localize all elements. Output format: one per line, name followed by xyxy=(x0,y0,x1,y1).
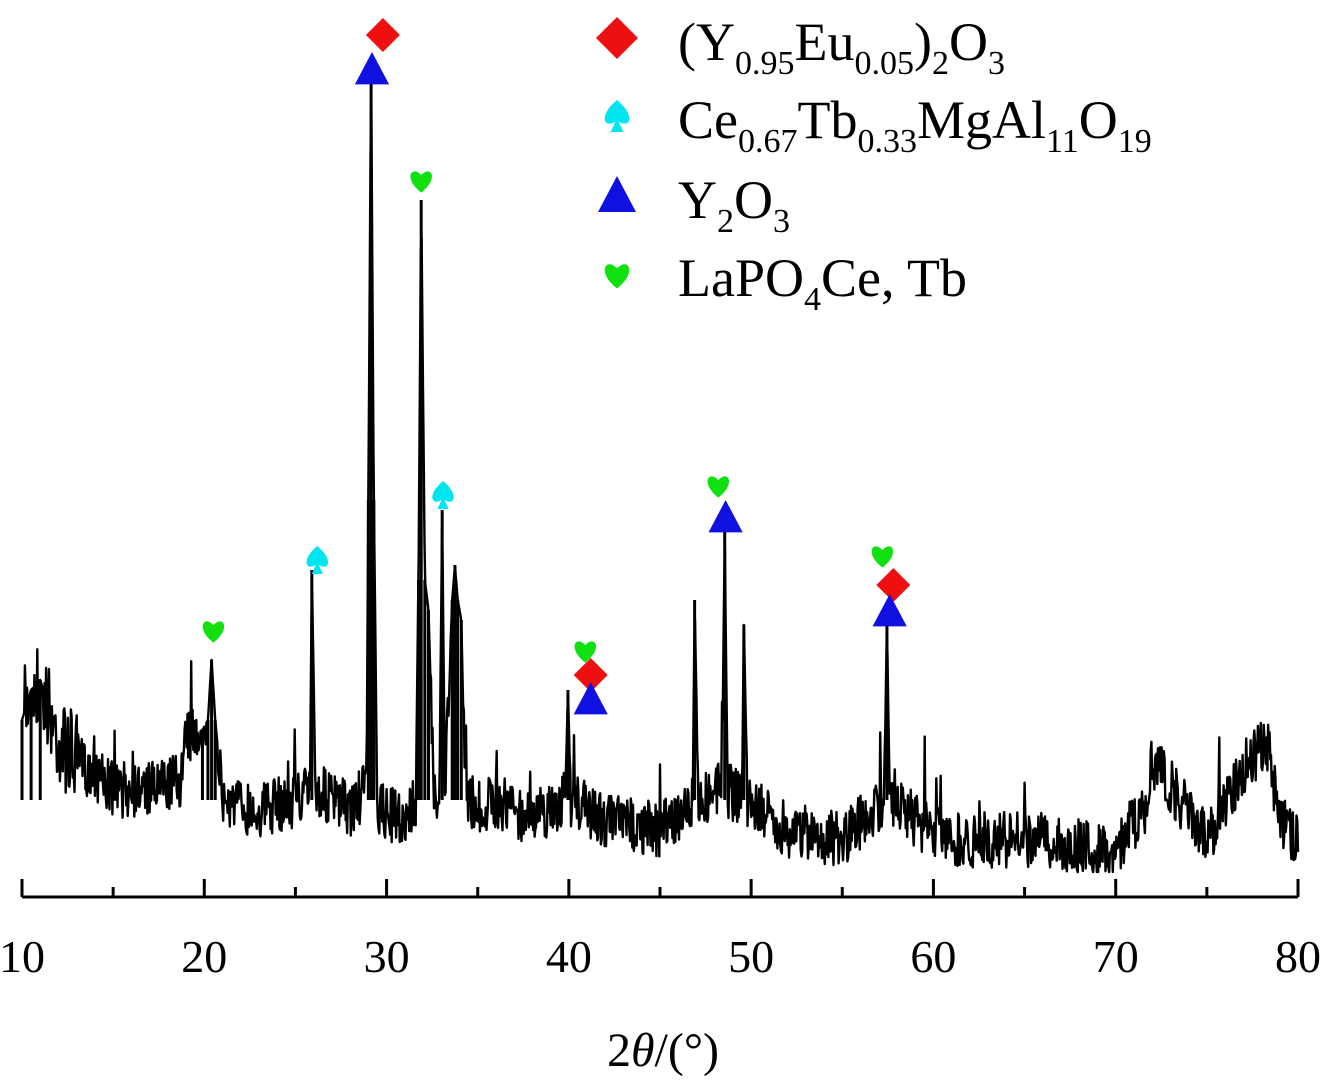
peak-marker-diamond xyxy=(573,658,608,692)
peak-marker-spade xyxy=(306,546,329,574)
legend-symbol-heart xyxy=(604,264,630,289)
legend-label-text: LaPO xyxy=(678,248,804,308)
legend-label-text: O xyxy=(734,170,773,230)
legend: (Y0.95Eu0.05)2O3Ce0.67Tb0.33MgAl11O19Y2O… xyxy=(596,12,1152,318)
peak-marker-heart xyxy=(707,476,730,498)
legend-label-text: MgAl xyxy=(917,90,1046,150)
x-axis: 10 20 30 40 50 60 70 80 xyxy=(0,879,1321,982)
legend-label-subscript: 11 xyxy=(1046,123,1079,160)
legend-label-text: Ce xyxy=(678,90,738,150)
x-tick-label: 80 xyxy=(1275,931,1321,982)
legend-label-text: Ce, Tb xyxy=(821,248,967,308)
peak-markers xyxy=(202,18,911,715)
peak-marker-triangle xyxy=(872,594,907,627)
legend-label-text: Eu xyxy=(794,12,854,72)
legend-label-subscript: 0.33 xyxy=(858,123,918,160)
x-tick-label: 30 xyxy=(364,931,410,982)
x-tick-label: 70 xyxy=(1093,931,1139,982)
legend-label-subscript: 0.67 xyxy=(738,123,798,160)
legend-label: Ce0.67Tb0.33MgAl11O19 xyxy=(678,90,1152,160)
peak-marker-heart xyxy=(202,621,225,643)
trace-layer xyxy=(20,70,1300,874)
peak-marker-triangle xyxy=(573,682,608,715)
legend-label-text: ) xyxy=(914,12,932,72)
legend-label-text: O xyxy=(1079,90,1118,150)
x-tick-label: 10 xyxy=(0,931,45,982)
legend-label-subscript: 2 xyxy=(932,45,949,82)
x-axis-label-suffix: /(°) xyxy=(655,1024,720,1077)
legend-label-subscript: 0.95 xyxy=(735,45,795,82)
peak-marker-heart xyxy=(410,171,432,193)
x-tick-label: 20 xyxy=(181,931,227,982)
legend-label-subscript: 3 xyxy=(988,45,1005,82)
legend-label: LaPO4Ce, Tb xyxy=(678,248,967,318)
xrd-trace xyxy=(20,97,1300,874)
peak-marker-triangle xyxy=(354,52,390,85)
peak-marker-heart xyxy=(871,546,894,568)
legend-symbol-diamond xyxy=(596,17,638,59)
peak-marker-spade xyxy=(432,481,454,509)
legend-label: (Y0.95Eu0.05)2O3 xyxy=(678,12,1005,82)
x-tick-label: 60 xyxy=(910,931,956,982)
peak-marker-diamond xyxy=(876,568,911,602)
legend-label-subscript: 19 xyxy=(1118,123,1152,160)
x-tick-label: 50 xyxy=(728,931,774,982)
legend-label-text: Tb xyxy=(798,90,858,150)
peak-marker-triangle xyxy=(708,500,743,533)
peak-marker-heart xyxy=(574,641,596,663)
legend-label-subscript: 2 xyxy=(717,203,734,240)
legend-symbol-spade xyxy=(604,100,630,132)
peak-marker-diamond xyxy=(365,18,400,52)
x-axis-label-prefix: 2 xyxy=(607,1024,631,1077)
legend-label: Y2O3 xyxy=(678,170,790,240)
legend-label-subscript: 0.05 xyxy=(854,45,914,82)
legend-label-subscript: 3 xyxy=(773,203,790,240)
x-axis-label-theta: θ xyxy=(631,1024,655,1077)
legend-label-text: Y xyxy=(678,170,717,230)
legend-label-subscript: 4 xyxy=(804,281,821,318)
x-tick-label: 40 xyxy=(546,931,592,982)
x-axis-label: 2θ/(°) xyxy=(607,1024,719,1077)
legend-label-text: (Y xyxy=(678,12,735,72)
legend-symbol-triangle xyxy=(598,176,636,212)
legend-label-text: O xyxy=(949,12,988,72)
